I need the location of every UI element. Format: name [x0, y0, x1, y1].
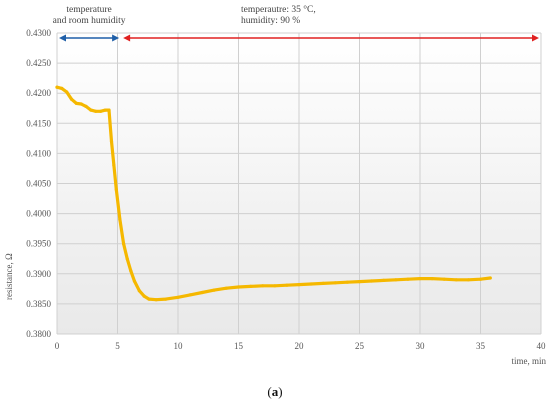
data-point: [454, 278, 458, 282]
annotation-text: and room humidity: [53, 16, 126, 26]
y-tick-label: 0.4000: [26, 209, 51, 219]
data-point: [333, 281, 337, 285]
data-point: [297, 283, 301, 287]
data-point: [488, 276, 492, 280]
data-point: [94, 109, 98, 113]
data-point: [147, 297, 151, 301]
data-point: [118, 218, 122, 222]
data-point: [466, 278, 470, 282]
x-tick-label: 15: [234, 341, 244, 351]
y-tick-label: 0.3850: [26, 299, 51, 309]
data-point: [212, 288, 216, 292]
data-point: [430, 277, 434, 281]
x-tick-label: 0: [55, 341, 60, 351]
data-point: [84, 104, 88, 108]
data-point: [112, 163, 116, 167]
annotation-text: temperautre: 35 °C,: [241, 4, 316, 15]
data-point: [273, 284, 277, 288]
y-tick-label: 0.4100: [26, 148, 51, 158]
data-point: [382, 278, 386, 282]
annotation-text: temperature: [66, 5, 111, 15]
data-point: [132, 279, 136, 283]
series-group: [55, 85, 492, 302]
data-point: [188, 293, 192, 297]
annotation-arrowhead: [532, 34, 539, 42]
y-tick-label: 0.4250: [26, 58, 51, 68]
y-tick-label: 0.3800: [26, 329, 51, 339]
x-tick-label: 40: [537, 341, 547, 351]
data-point: [224, 286, 228, 290]
data-point: [60, 86, 64, 90]
data-point: [345, 280, 349, 284]
data-point: [321, 281, 325, 285]
data-point: [142, 294, 146, 298]
series-line: [55, 85, 492, 302]
x-axis-title: time, min: [512, 356, 547, 366]
data-point: [285, 283, 289, 287]
y-tick-labels: 0.3800 0.3850 0.3900 0.3950 0.4000 0.4050 0.41…: [26, 28, 51, 339]
data-point: [129, 269, 133, 273]
y-axis-title: resistance, Ω: [4, 253, 14, 300]
data-point: [122, 242, 126, 246]
data-point: [89, 108, 93, 112]
caption-open: (: [267, 384, 272, 399]
x-tick-labels: 0 5 10 15 20 25 30 35 40: [55, 341, 546, 351]
x-tick-label: 30: [416, 341, 426, 351]
data-point: [309, 282, 313, 286]
x-tick-label: 20: [295, 341, 305, 351]
data-point: [261, 284, 265, 288]
data-point: [55, 85, 59, 89]
data-point: [176, 295, 180, 299]
data-point: [107, 108, 111, 112]
caption-close: ): [278, 384, 283, 399]
gridlines: [56, 32, 542, 335]
data-point: [99, 109, 103, 113]
annotation-arrowhead: [123, 34, 131, 42]
data-point: [406, 277, 410, 281]
data-point: [103, 108, 107, 112]
data-point: [370, 279, 374, 283]
data-point: [200, 290, 204, 295]
data-point: [79, 102, 83, 106]
data-point: [125, 257, 129, 261]
data-point: [114, 187, 118, 192]
data-point: [154, 298, 158, 302]
data-point: [249, 284, 253, 288]
data-point: [69, 97, 74, 101]
x-tick-label: 35: [476, 341, 486, 351]
data-point: [442, 277, 446, 281]
data-point: [394, 278, 398, 282]
y-tick-label: 0.4150: [26, 118, 51, 128]
data-point: [74, 101, 78, 105]
y-tick-label: 0.4050: [26, 179, 51, 189]
y-tick-label: 0.3900: [26, 269, 51, 279]
data-point: [357, 280, 362, 284]
data-point: [65, 90, 69, 94]
x-tick-label: 25: [355, 341, 365, 351]
data-point: [164, 297, 168, 301]
x-tick-label: 10: [174, 341, 184, 351]
data-point: [109, 139, 114, 143]
y-tick-label: 0.3950: [26, 239, 51, 249]
y-tick-label: 0.4200: [26, 88, 51, 98]
data-point: [236, 285, 241, 289]
data-point: [418, 277, 422, 281]
data-point: [137, 289, 141, 293]
annotation-arrowhead: [112, 34, 120, 42]
y-tick-label: 0.4300: [26, 28, 51, 38]
annotation-arrowhead: [59, 34, 66, 42]
annotation-text: humidity: 90 %: [241, 16, 300, 26]
x-tick-label: 5: [115, 341, 120, 351]
caption-label: a: [271, 384, 279, 399]
figure-caption: (a): [0, 384, 550, 400]
data-point: [478, 277, 483, 281]
